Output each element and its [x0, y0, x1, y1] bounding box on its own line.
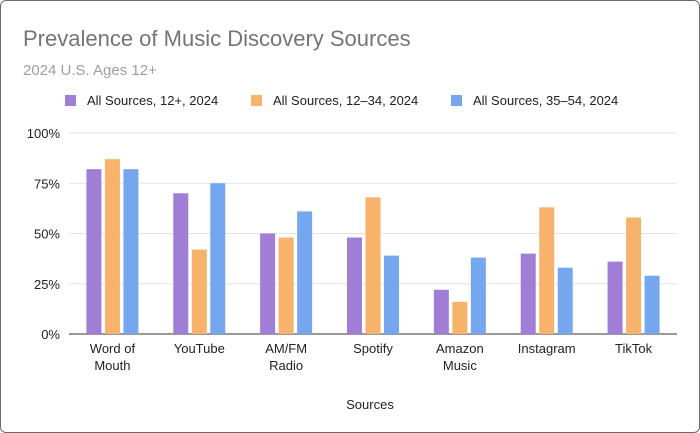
bar-series-1-cat-7	[607, 261, 623, 334]
x-tick-label: AM/FM	[265, 341, 307, 356]
legend-label-3: All Sources, 35–54, 2024	[473, 93, 618, 108]
y-tick-label: 25%	[34, 277, 60, 292]
bar-series-1-cat-1	[86, 169, 102, 334]
bar-series-1-cat-3	[260, 233, 276, 334]
x-tick-label: Radio	[269, 358, 303, 373]
bar-series-3-cat-7	[644, 275, 660, 334]
x-tick-label: Music	[443, 358, 477, 373]
bar-series-3-cat-3	[297, 211, 313, 334]
x-tick-label: Instagram	[518, 341, 576, 356]
legend-label-1: All Sources, 12+, 2024	[87, 93, 218, 108]
y-tick-label: 75%	[34, 176, 60, 191]
x-axis-title: Sources	[346, 397, 394, 412]
chart-title: Prevalence of Music Discovery Sources	[23, 26, 411, 51]
x-tick-label: YouTube	[174, 341, 225, 356]
bar-series-2-cat-1	[104, 159, 120, 334]
bars	[86, 159, 660, 334]
x-tick-label: TikTok	[615, 341, 653, 356]
bar-series-1-cat-2	[173, 193, 189, 334]
bar-series-2-cat-2	[191, 249, 207, 334]
y-tick-label: 0%	[41, 327, 60, 342]
bar-series-1-cat-5	[433, 289, 449, 334]
x-tick-label: Spotify	[353, 341, 393, 356]
bar-series-1-cat-6	[520, 253, 536, 334]
bar-series-3-cat-4	[384, 255, 399, 334]
x-tick-label: Mouth	[94, 358, 130, 373]
y-axis-ticks: 0% 25% 50% 75% 100%	[27, 126, 61, 342]
chart-subtitle: 2024 U.S. Ages 12+	[23, 62, 157, 79]
bar-series-3-cat-1	[123, 169, 139, 334]
bar-series-2-cat-5	[452, 301, 468, 334]
y-tick-label: 100%	[27, 126, 61, 141]
y-tick-label: 50%	[34, 227, 60, 242]
bar-series-2-cat-3	[278, 237, 294, 334]
x-tick-label: Amazon	[436, 341, 484, 356]
legend-swatch-1	[65, 95, 76, 106]
bar-series-1-cat-4	[347, 237, 362, 334]
x-axis-ticks: Word of Mouth YouTube AM/FM Radio Spotify Amaz…	[90, 341, 653, 373]
legend-label-2: All Sources, 12–34, 2024	[273, 93, 418, 108]
legend: All Sources, 12+, 2024 All Sources, 12–34…	[65, 93, 618, 108]
bar-series-3-cat-6	[557, 267, 573, 334]
bar-series-3-cat-2	[210, 183, 226, 334]
bar-series-2-cat-7	[626, 217, 642, 334]
bar-series-2-cat-6	[539, 207, 555, 334]
legend-swatch-2	[251, 95, 262, 106]
bar-series-3-cat-5	[470, 257, 486, 334]
bar-series-2-cat-4	[365, 197, 381, 334]
x-tick-label: Word of	[90, 341, 136, 356]
legend-swatch-3	[451, 95, 462, 106]
